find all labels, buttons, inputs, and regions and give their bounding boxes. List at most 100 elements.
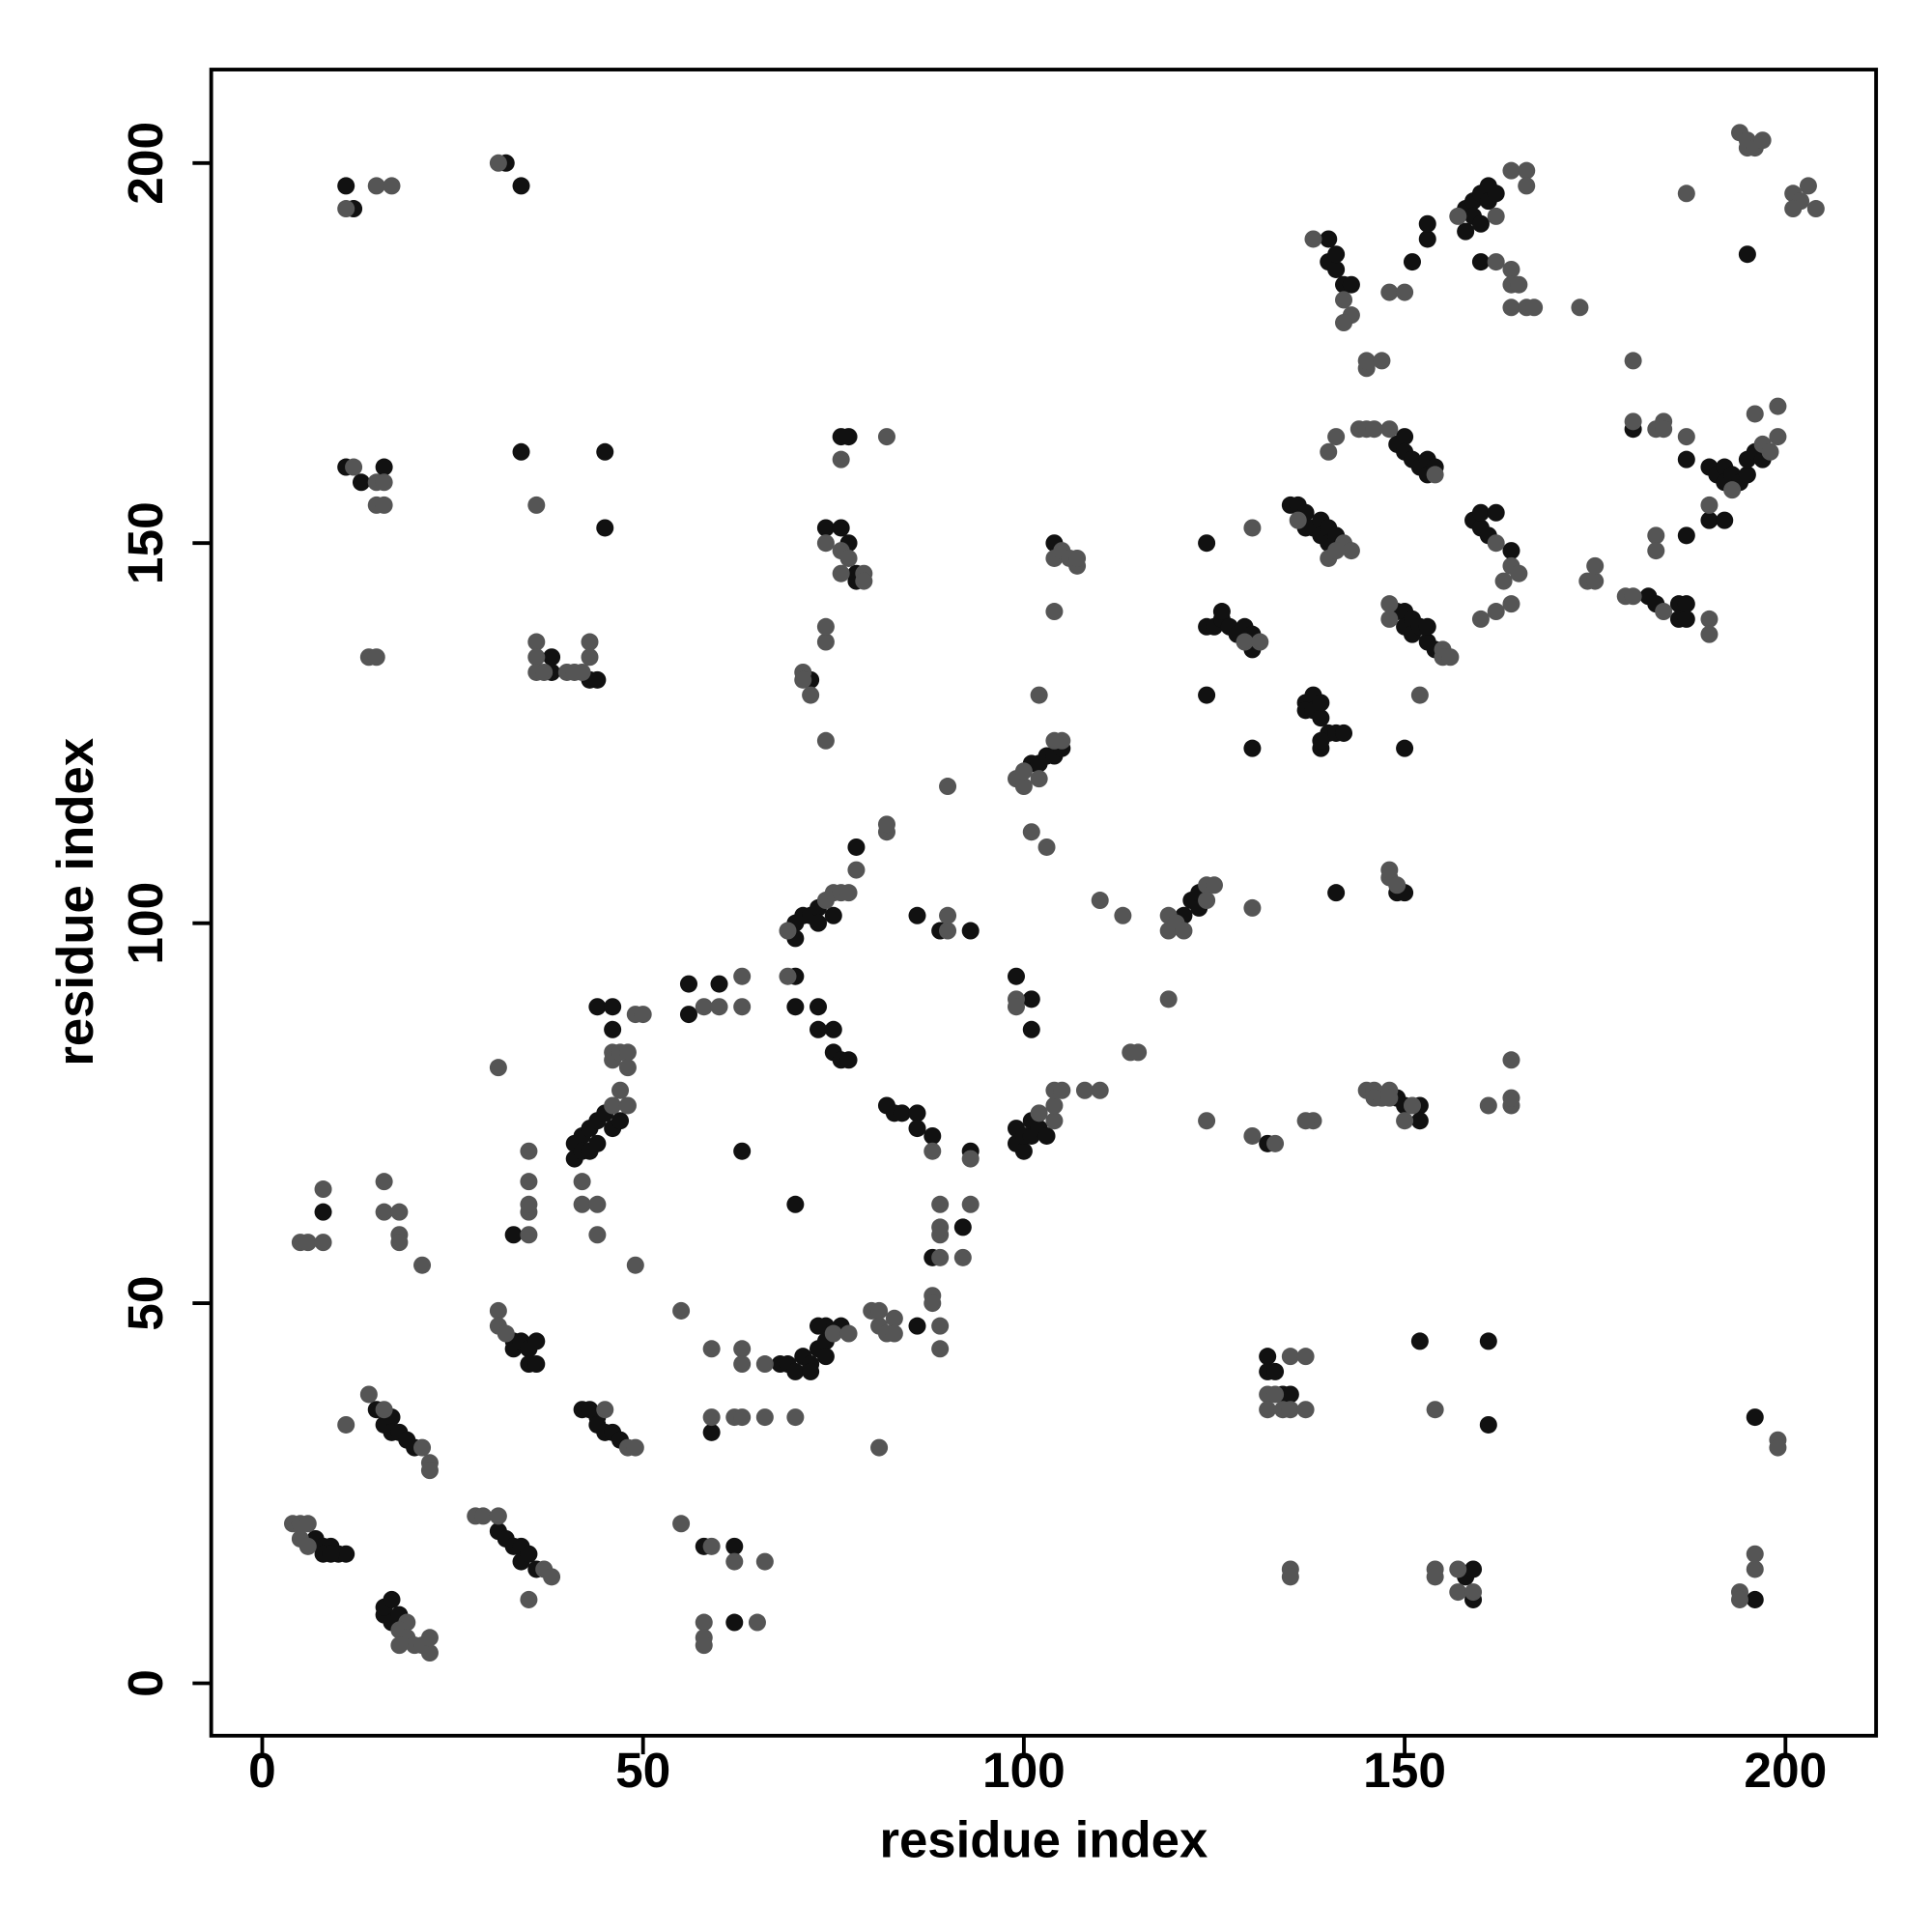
data-point <box>755 1408 774 1427</box>
data-point <box>1296 1401 1315 1419</box>
data-point <box>1030 686 1048 704</box>
data-point <box>581 633 599 651</box>
data-point <box>1320 230 1338 248</box>
data-point <box>618 1043 637 1062</box>
data-point <box>1022 990 1040 1009</box>
data-point <box>1471 253 1490 271</box>
data-point <box>604 998 622 1016</box>
data-point <box>298 1515 317 1533</box>
data-point <box>573 1195 591 1213</box>
data-point <box>1677 610 1695 628</box>
data-point <box>786 998 805 1016</box>
data-point <box>931 1195 950 1213</box>
data-point <box>1761 442 1779 461</box>
data-point <box>1380 861 1399 879</box>
data-point <box>786 1362 805 1380</box>
data-point <box>1335 724 1353 742</box>
data-point <box>923 1126 942 1145</box>
data-point <box>1396 739 1414 757</box>
data-point <box>520 1195 538 1213</box>
data-point <box>588 670 607 689</box>
data-point <box>345 458 363 476</box>
data-point <box>1388 876 1406 895</box>
data-point <box>1624 587 1642 606</box>
data-point <box>1784 200 1803 218</box>
data-point <box>1655 603 1673 621</box>
data-point <box>1571 298 1589 317</box>
data-point <box>1518 177 1536 195</box>
data-point <box>581 648 599 667</box>
data-point <box>1014 778 1033 796</box>
data-point <box>1205 876 1223 895</box>
data-point <box>1045 1112 1064 1130</box>
data-point <box>1022 1020 1040 1038</box>
data-point <box>1730 1590 1748 1608</box>
data-point <box>1281 1385 1299 1404</box>
data-point <box>596 1401 614 1419</box>
data-point <box>611 1112 630 1130</box>
data-point <box>877 428 895 446</box>
data-point <box>1502 1051 1520 1069</box>
data-point <box>420 1629 439 1647</box>
data-point <box>672 1515 691 1533</box>
data-point <box>1647 526 1665 545</box>
data-point <box>870 1438 889 1457</box>
data-point <box>573 663 591 681</box>
data-point <box>810 914 828 932</box>
data-point <box>596 442 614 461</box>
data-point <box>1449 207 1467 225</box>
data-point <box>733 967 752 985</box>
data-point <box>1296 1112 1315 1130</box>
data-point <box>1769 428 1787 446</box>
data-point <box>939 778 957 796</box>
data-point <box>352 473 370 492</box>
data-point <box>695 1613 713 1632</box>
data-point <box>1380 595 1399 613</box>
x-tick-label: 0 <box>248 1742 276 1798</box>
data-point <box>489 1059 507 1077</box>
data-point <box>626 1438 644 1457</box>
data-point <box>588 1134 607 1152</box>
x-tick-label: 150 <box>1363 1742 1446 1798</box>
data-point <box>816 731 835 750</box>
data-point <box>1586 572 1605 590</box>
data-point <box>1396 428 1414 446</box>
data-point <box>1198 1112 1216 1130</box>
data-point <box>1243 739 1262 757</box>
data-point <box>1723 481 1742 499</box>
data-point <box>832 564 850 582</box>
data-point <box>824 906 842 924</box>
data-point <box>588 1226 607 1244</box>
data-point <box>839 549 858 567</box>
data-point <box>779 922 797 940</box>
data-point <box>961 1195 980 1213</box>
data-point <box>1243 519 1262 537</box>
data-point <box>1045 731 1064 750</box>
data-point <box>939 906 957 924</box>
data-point <box>573 1173 591 1191</box>
data-point <box>1236 633 1254 651</box>
data-point <box>1799 177 1817 195</box>
data-point <box>931 1317 950 1335</box>
data-point <box>961 922 980 940</box>
data-point <box>1502 1089 1520 1107</box>
data-point <box>1342 542 1360 560</box>
data-point <box>1327 260 1346 278</box>
data-point <box>618 1059 637 1077</box>
data-point <box>1335 314 1353 332</box>
data-point <box>1494 572 1513 590</box>
data-point <box>512 177 530 195</box>
data-point <box>786 1195 805 1213</box>
data-point <box>1380 420 1399 439</box>
data-point <box>953 1218 972 1236</box>
y-tick-label: 200 <box>117 122 173 205</box>
data-point <box>618 1096 637 1115</box>
data-point <box>604 1096 622 1115</box>
data-point <box>390 1636 409 1655</box>
data-point <box>1068 549 1087 567</box>
data-point <box>1487 185 1505 203</box>
data-point <box>1624 352 1642 370</box>
data-point <box>1700 610 1719 628</box>
data-point <box>1373 352 1391 370</box>
data-point <box>1700 496 1719 514</box>
